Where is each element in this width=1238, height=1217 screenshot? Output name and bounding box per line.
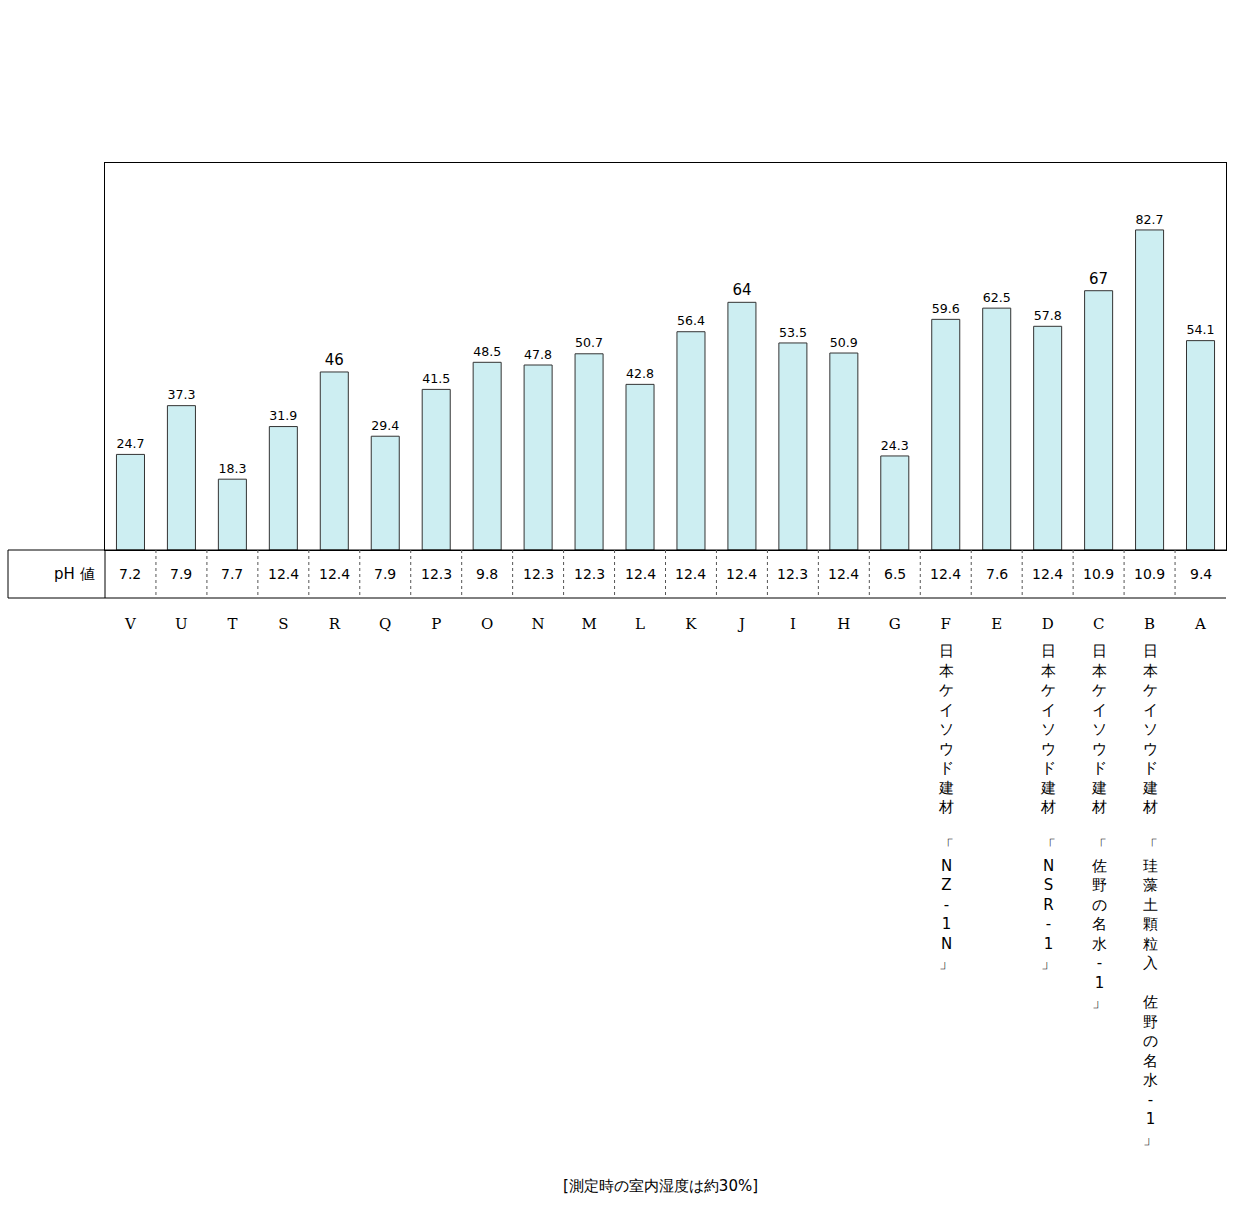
svg-text:D: D	[1042, 615, 1054, 633]
svg-text:12.4: 12.4	[675, 566, 706, 582]
svg-text:24.7: 24.7	[116, 436, 144, 451]
svg-text:67: 67	[1089, 270, 1108, 288]
svg-text:I: I	[790, 615, 796, 633]
svg-text:日本ケイソウド建材 「NZ-1N」: 日本ケイソウド建材 「NZ-1N」	[938, 642, 954, 972]
svg-text:C: C	[1093, 615, 1104, 633]
svg-text:L: L	[635, 615, 645, 633]
svg-text:K: K	[685, 615, 697, 633]
svg-text:V: V	[124, 615, 137, 633]
svg-text:10.9: 10.9	[1083, 566, 1114, 582]
svg-text:7.9: 7.9	[374, 566, 396, 582]
svg-text:12.4: 12.4	[268, 566, 299, 582]
svg-text:F: F	[941, 615, 951, 633]
svg-text:24.3: 24.3	[881, 438, 909, 453]
svg-text:日本ケイソウド建材 「珪藻土顆粒入 佐野の名水-1」: 日本ケイソウド建材 「珪藻土顆粒入 佐野の名水-1」	[1142, 642, 1158, 1148]
svg-text:53.5: 53.5	[779, 325, 807, 340]
svg-text:O: O	[481, 615, 493, 633]
svg-text:12.4: 12.4	[1032, 566, 1063, 582]
svg-text:46: 46	[325, 351, 344, 369]
svg-text:59.6: 59.6	[932, 301, 960, 316]
svg-text:41.5: 41.5	[422, 371, 450, 386]
svg-text:47.8: 47.8	[524, 347, 552, 362]
svg-text:7.9: 7.9	[170, 566, 192, 582]
svg-text:H: H	[837, 615, 850, 633]
svg-text:7.7: 7.7	[221, 566, 243, 582]
svg-text:N: N	[532, 615, 545, 633]
svg-text:12.3: 12.3	[523, 566, 554, 582]
svg-text:P: P	[431, 615, 441, 633]
svg-text:54.1: 54.1	[1187, 322, 1215, 337]
svg-text:日本ケイソウド建材 「佐野の名水-1」: 日本ケイソウド建材 「佐野の名水-1」	[1091, 642, 1107, 1011]
svg-text:Q: Q	[379, 615, 391, 633]
svg-text:82.7: 82.7	[1136, 212, 1164, 227]
svg-text:12.3: 12.3	[421, 566, 452, 582]
svg-text:B: B	[1144, 615, 1155, 633]
svg-text:12.4: 12.4	[726, 566, 757, 582]
svg-text:62.5: 62.5	[983, 290, 1011, 305]
svg-text:50.7: 50.7	[575, 335, 603, 350]
svg-text:12.4: 12.4	[828, 566, 859, 582]
svg-text:U: U	[175, 615, 188, 633]
svg-text:12.4: 12.4	[625, 566, 656, 582]
svg-text:T: T	[227, 615, 237, 633]
svg-text:[測定時の室内湿度は約30%]: [測定時の室内湿度は約30%]	[563, 1177, 758, 1195]
svg-text:48.5: 48.5	[473, 344, 501, 359]
svg-text:56.4: 56.4	[677, 313, 705, 328]
svg-text:12.4: 12.4	[319, 566, 350, 582]
svg-text:7.6: 7.6	[986, 566, 1008, 582]
svg-text:42.8: 42.8	[626, 366, 654, 381]
svg-text:7.2: 7.2	[119, 566, 141, 582]
svg-text:pH 値: pH 値	[54, 565, 95, 583]
svg-text:12.4: 12.4	[930, 566, 961, 582]
svg-text:G: G	[889, 615, 901, 633]
svg-text:12.3: 12.3	[574, 566, 605, 582]
svg-text:50.9: 50.9	[830, 335, 858, 350]
svg-text:A: A	[1194, 615, 1206, 633]
svg-text:6.5: 6.5	[884, 566, 906, 582]
svg-text:31.9: 31.9	[269, 408, 297, 423]
svg-text:57.8: 57.8	[1034, 308, 1062, 323]
svg-text:9.4: 9.4	[1190, 566, 1212, 582]
svg-text:18.3: 18.3	[218, 461, 246, 476]
svg-text:R: R	[329, 615, 341, 633]
svg-text:37.3: 37.3	[167, 387, 195, 402]
svg-text:12.3: 12.3	[777, 566, 808, 582]
svg-text:S: S	[278, 615, 288, 633]
svg-text:29.4: 29.4	[371, 418, 399, 433]
svg-text:J: J	[737, 615, 745, 633]
svg-text:10.9: 10.9	[1134, 566, 1165, 582]
svg-text:64: 64	[732, 281, 751, 299]
svg-text:E: E	[991, 615, 1002, 633]
svg-text:9.8: 9.8	[476, 566, 498, 582]
svg-text:M: M	[581, 615, 596, 633]
svg-text:日本ケイソウド建材 「NSR-1」: 日本ケイソウド建材 「NSR-1」	[1040, 642, 1056, 972]
